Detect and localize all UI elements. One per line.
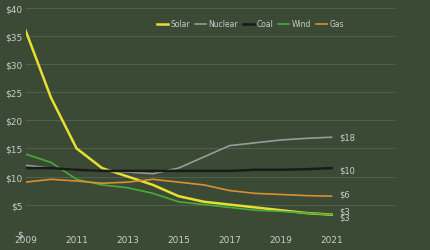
Coal: [201, 170, 206, 173]
Solar: [328, 213, 333, 216]
Coal: [175, 170, 181, 173]
Text: $3: $3: [338, 207, 349, 216]
Solar: [303, 212, 308, 215]
Gas: [328, 195, 333, 198]
Nuclear: [175, 167, 181, 170]
Gas: [175, 181, 181, 184]
Solar: [201, 200, 206, 203]
Coal: [227, 170, 232, 173]
Line: Coal: Coal: [25, 168, 331, 171]
Solar: [99, 167, 104, 170]
Nuclear: [23, 164, 28, 167]
Gas: [49, 178, 54, 181]
Coal: [125, 170, 130, 173]
Nuclear: [252, 142, 257, 145]
Coal: [49, 167, 54, 170]
Wind: [49, 161, 54, 164]
Solar: [150, 184, 155, 187]
Solar: [74, 147, 79, 150]
Gas: [252, 192, 257, 195]
Line: Wind: Wind: [25, 154, 331, 215]
Coal: [277, 168, 283, 172]
Nuclear: [125, 171, 130, 174]
Wind: [328, 213, 333, 216]
Gas: [74, 180, 79, 183]
Solar: [125, 175, 130, 178]
Coal: [252, 168, 257, 172]
Nuclear: [328, 136, 333, 139]
Wind: [99, 184, 104, 187]
Line: Solar: Solar: [25, 32, 331, 215]
Text: $3: $3: [338, 212, 349, 222]
Nuclear: [74, 168, 79, 172]
Solar: [23, 30, 28, 33]
Solar: [277, 209, 283, 212]
Gas: [277, 193, 283, 196]
Solar: [227, 203, 232, 206]
Wind: [227, 206, 232, 209]
Gas: [201, 184, 206, 187]
Gas: [303, 194, 308, 197]
Wind: [277, 210, 283, 213]
Coal: [303, 168, 308, 171]
Wind: [74, 178, 79, 181]
Wind: [150, 192, 155, 195]
Nuclear: [303, 137, 308, 140]
Line: Nuclear: Nuclear: [25, 138, 331, 174]
Solar: [175, 195, 181, 198]
Gas: [125, 181, 130, 184]
Wind: [252, 209, 257, 212]
Nuclear: [150, 172, 155, 176]
Coal: [74, 168, 79, 172]
Nuclear: [99, 170, 104, 173]
Line: Gas: Gas: [25, 180, 331, 196]
Gas: [23, 181, 28, 184]
Wind: [175, 200, 181, 203]
Gas: [227, 189, 232, 192]
Text: $18: $18: [338, 133, 354, 142]
Gas: [99, 182, 104, 185]
Legend: Solar, Nuclear, Coal, Wind, Gas: Solar, Nuclear, Coal, Wind, Gas: [154, 17, 346, 32]
Solar: [49, 97, 54, 100]
Nuclear: [227, 144, 232, 148]
Nuclear: [201, 156, 206, 159]
Text: $6: $6: [338, 190, 349, 199]
Nuclear: [49, 167, 54, 170]
Wind: [125, 186, 130, 190]
Coal: [23, 167, 28, 170]
Nuclear: [277, 139, 283, 142]
Gas: [150, 178, 155, 181]
Coal: [328, 167, 333, 170]
Coal: [150, 170, 155, 173]
Wind: [201, 203, 206, 206]
Wind: [23, 153, 28, 156]
Solar: [252, 206, 257, 209]
Wind: [303, 212, 308, 215]
Coal: [99, 170, 104, 173]
Text: $10: $10: [338, 166, 354, 174]
